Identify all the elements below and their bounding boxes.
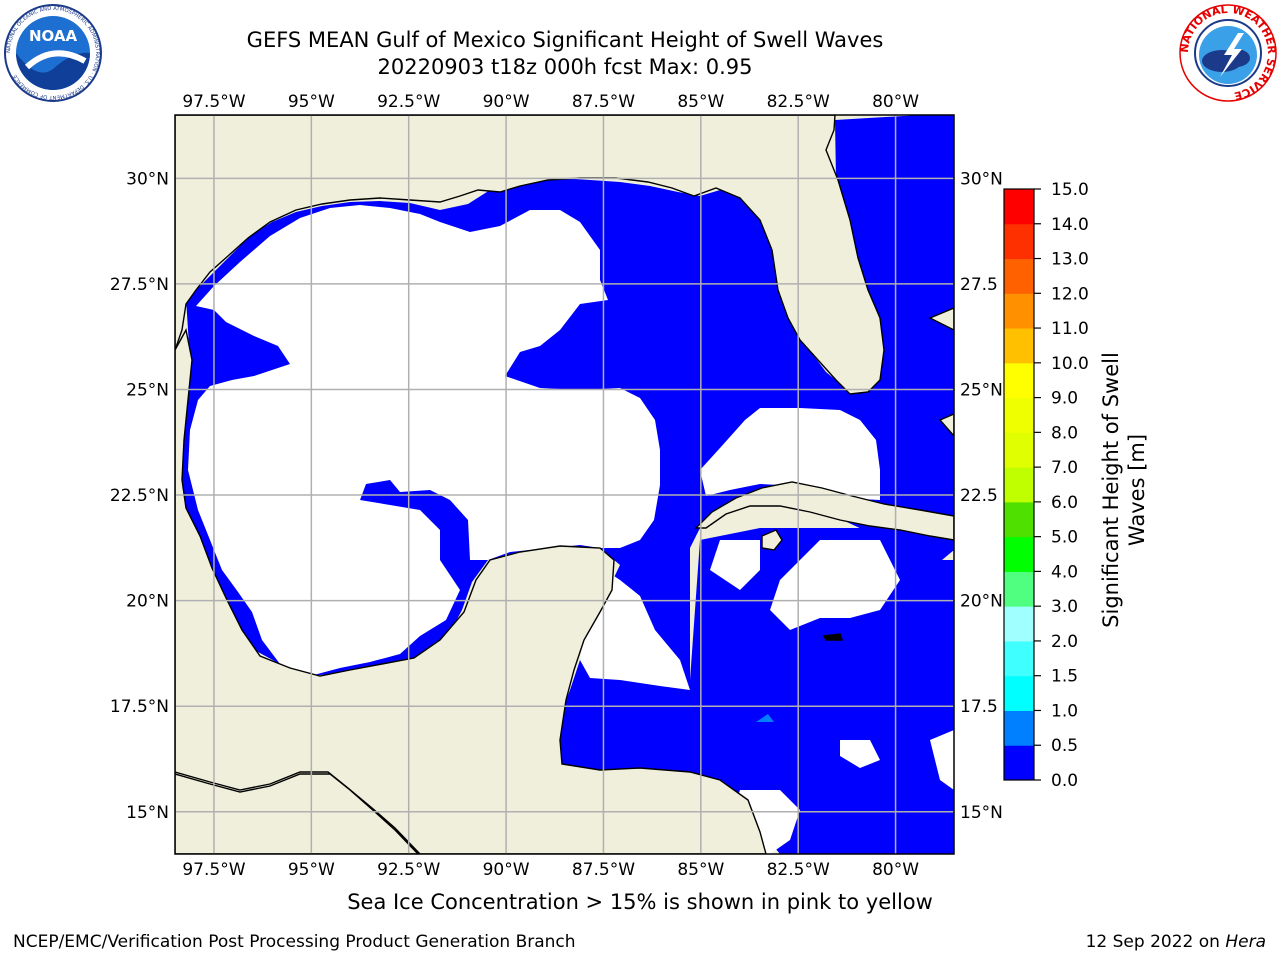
lon-tick-label-top: 90°W <box>483 92 530 112</box>
chart-subtitle: 20220903 t18z 000h fcst Max: 0.95 <box>377 55 753 79</box>
map-frame <box>174 114 955 855</box>
lon-tick-label-bottom: 80°W <box>872 860 919 880</box>
lon-tick-label-bottom: 92.5°W <box>377 860 440 880</box>
lat-tick-label-right: 30°N <box>960 169 1003 189</box>
lat-tick-label-left: 22.5°N <box>110 486 169 506</box>
lon-tick-label-bottom: 95°W <box>288 860 335 880</box>
footer-credit: NCEP/EMC/Verification Post Processing Pr… <box>13 932 576 952</box>
lon-tick-label-top: 80°W <box>872 92 919 112</box>
grid-lines <box>175 115 954 854</box>
lon-tick-label-bottom: 97.5°W <box>182 860 245 880</box>
noaa-logo: NOAA NATIONAL OCEANIC AND ATMOSPHERIC AD… <box>4 4 102 102</box>
lat-tick-label-left: 25°N <box>126 380 169 400</box>
axis-tick-labels: 97.5°W 97.5°W 95°W 95°W 92.5°W 92.5°W 90°W 90°W… <box>110 92 1003 880</box>
calm-region-gulf <box>188 205 660 676</box>
atlantic-swell-field <box>835 115 954 450</box>
lat-tick-label-left: 27.5°N <box>110 275 169 295</box>
lat-tick-label-left: 20°N <box>126 592 169 612</box>
lat-tick-label-left: 17.5°N <box>110 697 169 717</box>
lon-tick-label-bottom: 82.5°W <box>767 860 830 880</box>
swell-patch-0-5 <box>756 714 774 722</box>
lon-tick-label-bottom: 85°W <box>677 860 724 880</box>
lat-tick-label-right: 15°N <box>960 803 1003 823</box>
footer-host: Hera <box>1225 932 1266 952</box>
calm-region-west-caribbean <box>710 540 760 590</box>
lat-tick-label-right: 17.5 <box>960 697 998 717</box>
footer-date: 12 Sep 2022 on Hera <box>1086 932 1266 952</box>
lon-tick-label-top: 97.5°W <box>182 92 245 112</box>
lon-tick-label-top: 85°W <box>677 92 724 112</box>
sea-ice-note: Sea Ice Concentration > 15% is shown in … <box>347 890 933 914</box>
lon-tick-label-bottom: 90°W <box>483 860 530 880</box>
calm-region-cuba-north <box>700 408 880 500</box>
lon-tick-label-bottom: 87.5°W <box>572 860 635 880</box>
svg-text:NOAA: NOAA <box>29 27 78 45</box>
colorbar-label: Significant Height of Swell Waves [m] <box>1099 352 1149 628</box>
lon-tick-label-top: 95°W <box>288 92 335 112</box>
lat-tick-label-right: 27.5 <box>960 275 998 295</box>
lat-tick-label-left: 15°N <box>126 803 169 823</box>
colorbar-label-box: Significant Height of Swell Waves [m] <box>1094 330 1154 650</box>
lat-tick-label-left: 30°N <box>126 169 169 189</box>
nws-logo: NATIONAL WEATHER SERVICE <box>1178 3 1278 102</box>
lat-tick-label-right: 20°N <box>960 592 1003 612</box>
footer-date-text: 12 Sep 2022 on <box>1085 932 1226 952</box>
calm-region-east <box>840 730 954 790</box>
lon-tick-label-top: 82.5°W <box>767 92 830 112</box>
lon-tick-label-top: 87.5°W <box>572 92 635 112</box>
chart-title: GEFS MEAN Gulf of Mexico Significant Hei… <box>246 28 884 52</box>
lat-tick-label-right: 22.5 <box>960 486 998 506</box>
lon-tick-label-top: 92.5°W <box>377 92 440 112</box>
lat-tick-label-right: 25°N <box>960 380 1003 400</box>
calm-region-east-cuba <box>770 540 900 630</box>
land-masses <box>175 115 954 854</box>
